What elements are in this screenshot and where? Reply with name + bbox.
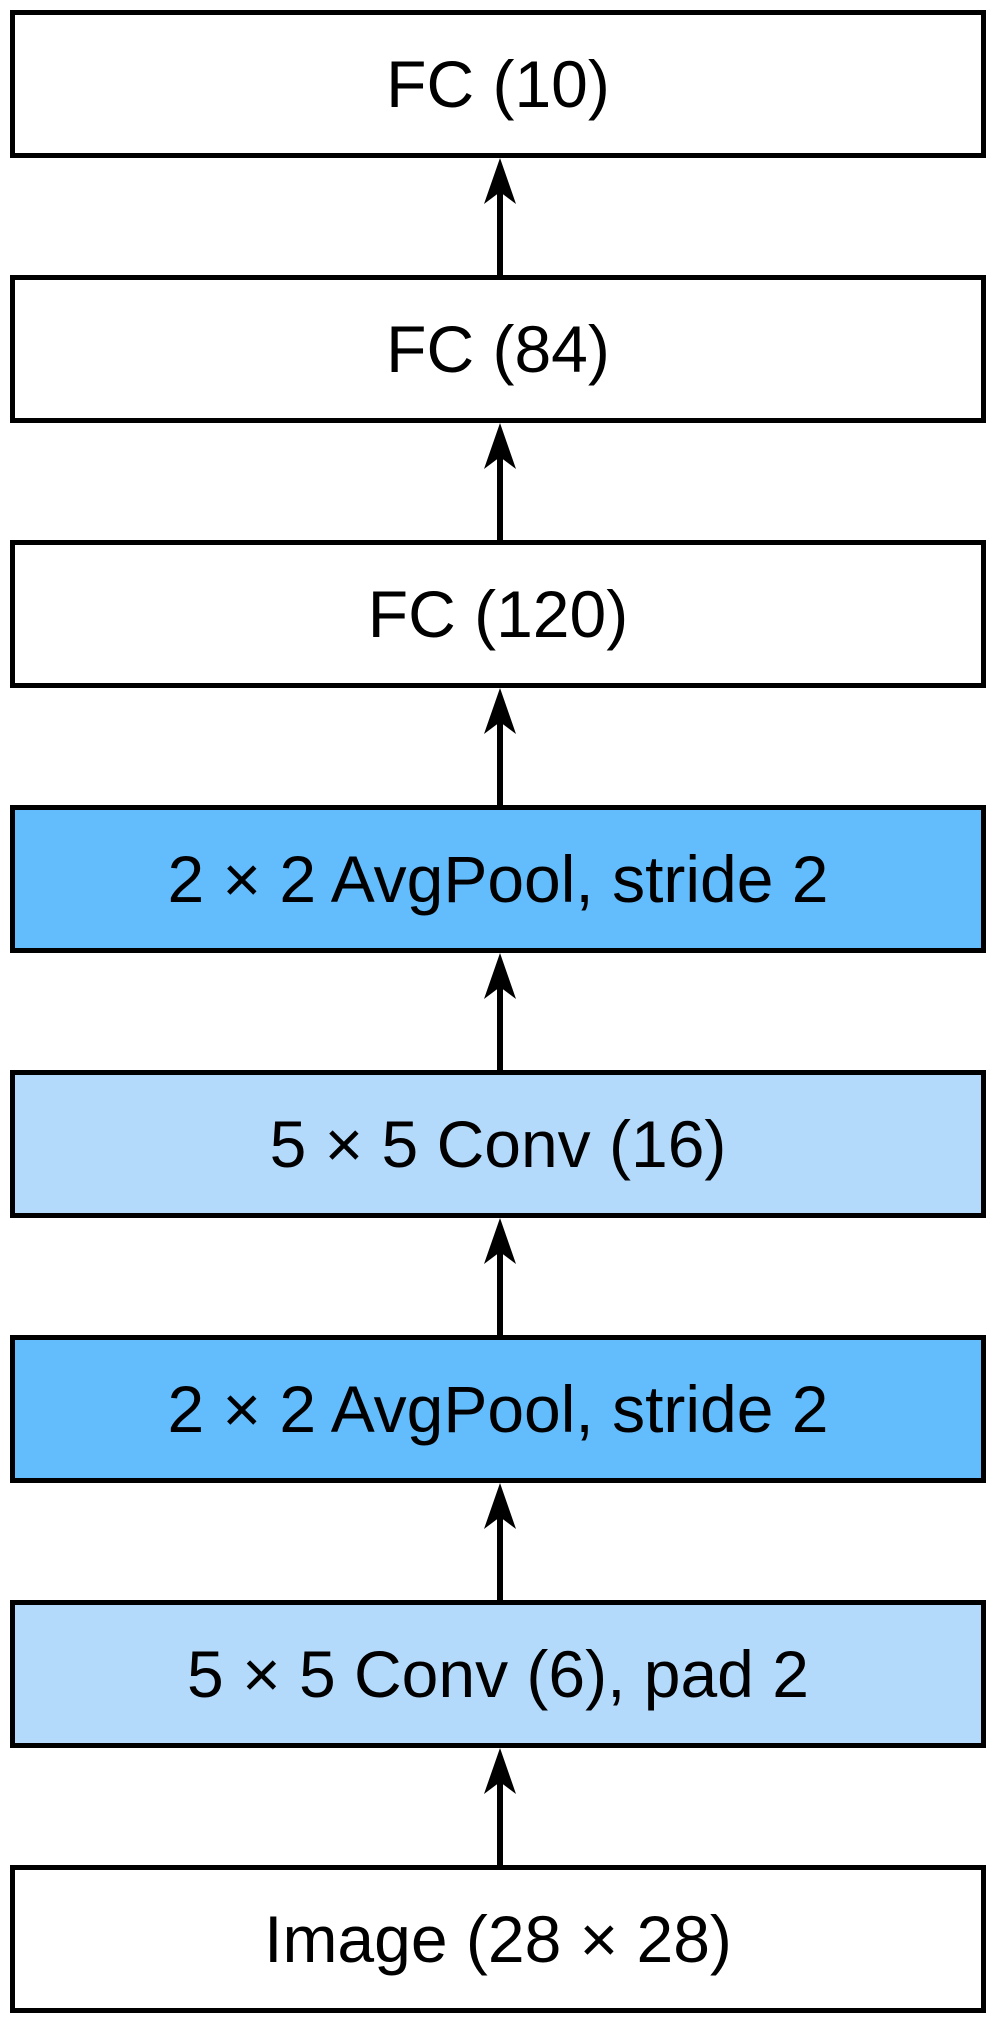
layer-label: 5 × 5 Conv (6), pad 2 bbox=[187, 1637, 809, 1711]
arrow-head bbox=[484, 423, 516, 469]
layer-box-fc-84: FC (84) bbox=[10, 275, 986, 423]
layer-box-avgpool-1: 2 × 2 AvgPool, stride 2 bbox=[10, 1335, 986, 1483]
arrow-head bbox=[484, 1483, 516, 1529]
layer-box-avgpool-2: 2 × 2 AvgPool, stride 2 bbox=[10, 805, 986, 953]
layer-label: FC (84) bbox=[386, 312, 610, 386]
layer-label: Image (28 × 28) bbox=[264, 1902, 732, 1976]
layer-box-conv-16: 5 × 5 Conv (16) bbox=[10, 1070, 986, 1218]
layer-box-fc-120: FC (120) bbox=[10, 540, 986, 688]
layer-label: 2 × 2 AvgPool, stride 2 bbox=[167, 1372, 829, 1446]
layer-box-conv-6: 5 × 5 Conv (6), pad 2 bbox=[10, 1600, 986, 1748]
layer-label: 5 × 5 Conv (16) bbox=[269, 1107, 727, 1181]
arrow-head bbox=[484, 953, 516, 999]
layer-label: FC (120) bbox=[367, 577, 629, 651]
layer-box-image-input: Image (28 × 28) bbox=[10, 1865, 986, 2013]
layer-label: 2 × 2 AvgPool, stride 2 bbox=[167, 842, 829, 916]
arrow-head bbox=[484, 158, 516, 204]
arrow-head bbox=[484, 1218, 516, 1264]
layer-label: FC (10) bbox=[386, 47, 610, 121]
arrow-head bbox=[484, 688, 516, 734]
layer-box-fc-10: FC (10) bbox=[10, 10, 986, 158]
arrow-head bbox=[484, 1748, 516, 1794]
